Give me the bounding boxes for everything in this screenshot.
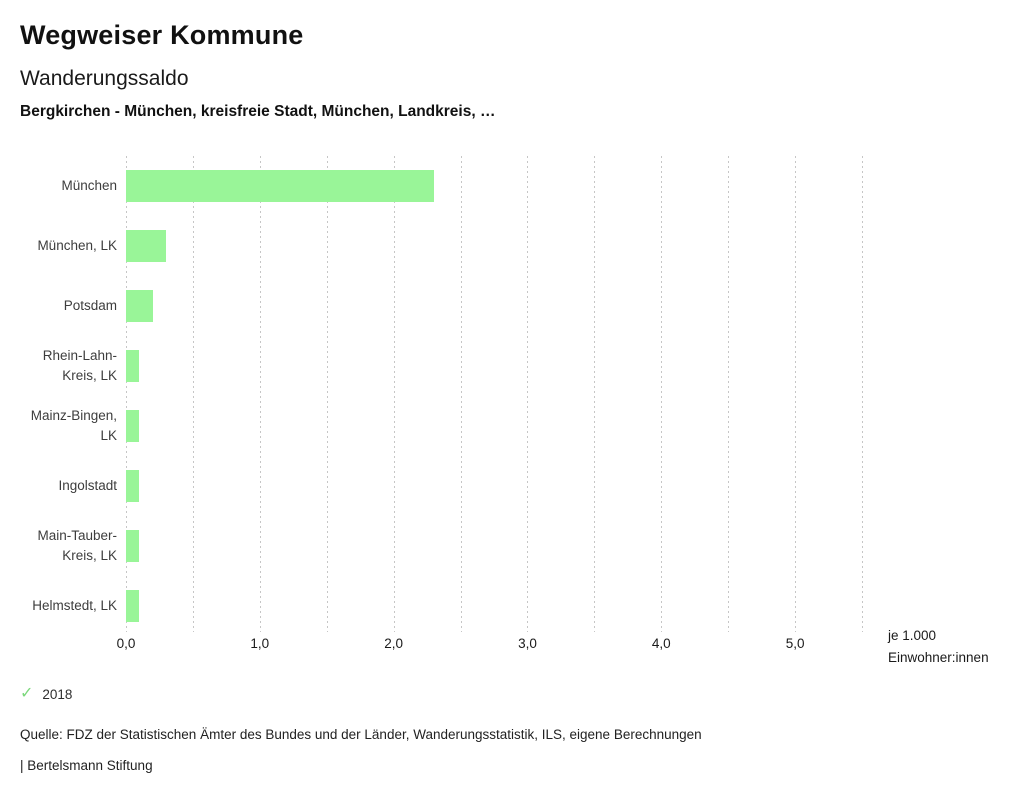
category-label: Helmstedt, LK: [32, 598, 117, 613]
bar-Ingolstadt[interactable]: [126, 470, 140, 502]
gridline: [126, 156, 127, 632]
chart-row: München, LK: [37, 216, 862, 276]
bar-Potsdam[interactable]: [126, 290, 153, 322]
gridline: [393, 156, 395, 632]
gridline: [862, 156, 863, 632]
gridline: [795, 156, 797, 632]
category-label: Rhein-Lahn- Kreis, LK: [42, 348, 117, 383]
gridline: [460, 156, 462, 632]
gridline: [728, 156, 730, 632]
bar-Main-Tauber-Kreis, LK[interactable]: [126, 530, 140, 562]
gridline: [259, 156, 261, 632]
gridline: [527, 156, 529, 632]
x-tick-label: 0,0: [116, 636, 136, 651]
chart-row: Ingolstadt: [58, 456, 862, 516]
bar-München[interactable]: [126, 170, 434, 202]
chart-row: Rhein-Lahn- Kreis, LK: [43, 336, 862, 396]
x-axis-unit-line-2: Einwohner:innen: [888, 649, 989, 665]
x-axis-unit-label: je 1.000 Einwohner:innen: [888, 625, 989, 668]
x-tick-label: 4,0: [651, 636, 671, 651]
x-tick-label: 3,0: [518, 636, 537, 651]
category-label: Mainz-Bingen, LK: [30, 408, 117, 443]
legend-year-label: 2018: [42, 686, 73, 702]
x-tick-label: 1,0: [250, 636, 270, 651]
legend: ✓ 2018: [20, 685, 72, 703]
gridline: [326, 156, 328, 632]
category-label: Ingolstadt: [58, 478, 117, 493]
x-tick-label: 5,0: [785, 636, 805, 651]
category-label: München, LK: [37, 238, 117, 253]
x-axis-unit-line-1: je 1.000: [888, 628, 937, 643]
category-label: Main-Tauber- Kreis, LK: [37, 528, 117, 563]
branding-text: | Bertelsmann Stiftung: [20, 758, 153, 773]
gridline: [594, 156, 596, 632]
chart-row: Potsdam: [64, 276, 862, 336]
category-label: München: [61, 178, 117, 193]
chart-subtitle-selection: Bergkirchen - München, kreisfreie Stadt,…: [20, 103, 496, 120]
page-title: Wegweiser Kommune: [20, 20, 304, 50]
source-text: Quelle: FDZ der Statistischen Ämter des …: [20, 727, 702, 742]
chart-title: Wanderungssaldo: [20, 67, 189, 90]
chart-row: Helmstedt, LK: [32, 576, 862, 636]
chart-row: Main-Tauber- Kreis, LK: [37, 516, 862, 576]
gridline: [192, 156, 194, 632]
legend-item-2018[interactable]: ✓ 2018: [20, 686, 72, 702]
bar-Mainz-Bingen, LK[interactable]: [126, 410, 140, 442]
chart-row: München: [61, 156, 862, 216]
x-axis: 0,0 1,0 2,0 3,0 4,0 5,0: [117, 636, 862, 654]
bar-Rhein-Lahn-Kreis, LK[interactable]: [126, 350, 140, 382]
category-label: Potsdam: [63, 298, 117, 313]
x-tick-label: 2,0: [384, 636, 404, 651]
chart-row: Mainz-Bingen, LK: [31, 396, 862, 456]
bar-Helmstedt, LK[interactable]: [126, 590, 140, 622]
bar-München, LK[interactable]: [126, 230, 167, 262]
gridline: [661, 156, 663, 632]
bar-chart-plot-area: München München, LK Potsdam Rhein-Lahn- Kre…: [31, 156, 863, 632]
check-icon: ✓: [20, 685, 34, 702]
